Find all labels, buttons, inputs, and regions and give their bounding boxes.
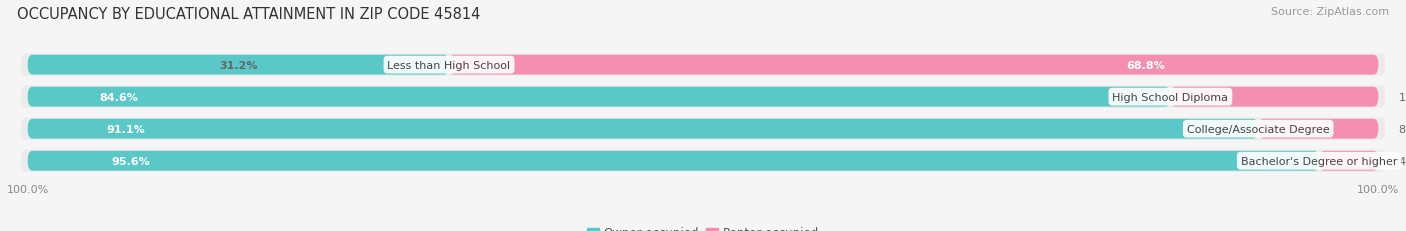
- FancyBboxPatch shape: [21, 54, 1385, 76]
- FancyBboxPatch shape: [21, 118, 1385, 140]
- FancyBboxPatch shape: [1258, 119, 1378, 139]
- Text: 8.9%: 8.9%: [1399, 124, 1406, 134]
- FancyBboxPatch shape: [21, 150, 1385, 172]
- Text: 84.6%: 84.6%: [100, 92, 138, 102]
- FancyBboxPatch shape: [1170, 87, 1378, 107]
- Legend: Owner-occupied, Renter-occupied: Owner-occupied, Renter-occupied: [582, 222, 824, 231]
- Text: Bachelor's Degree or higher: Bachelor's Degree or higher: [1240, 156, 1398, 166]
- FancyBboxPatch shape: [1319, 151, 1378, 171]
- FancyBboxPatch shape: [21, 86, 1385, 108]
- Text: 68.8%: 68.8%: [1126, 60, 1166, 70]
- Text: 15.4%: 15.4%: [1399, 92, 1406, 102]
- Text: 31.2%: 31.2%: [219, 60, 257, 70]
- FancyBboxPatch shape: [28, 151, 1319, 171]
- Text: Source: ZipAtlas.com: Source: ZipAtlas.com: [1271, 7, 1389, 17]
- FancyBboxPatch shape: [449, 55, 1378, 75]
- Text: Less than High School: Less than High School: [388, 60, 510, 70]
- Text: 91.1%: 91.1%: [107, 124, 145, 134]
- Text: OCCUPANCY BY EDUCATIONAL ATTAINMENT IN ZIP CODE 45814: OCCUPANCY BY EDUCATIONAL ATTAINMENT IN Z…: [17, 7, 481, 22]
- Text: High School Diploma: High School Diploma: [1112, 92, 1229, 102]
- Text: 95.6%: 95.6%: [111, 156, 150, 166]
- FancyBboxPatch shape: [28, 119, 1258, 139]
- FancyBboxPatch shape: [28, 87, 1170, 107]
- Text: 4.4%: 4.4%: [1399, 156, 1406, 166]
- Text: College/Associate Degree: College/Associate Degree: [1187, 124, 1330, 134]
- FancyBboxPatch shape: [28, 55, 449, 75]
